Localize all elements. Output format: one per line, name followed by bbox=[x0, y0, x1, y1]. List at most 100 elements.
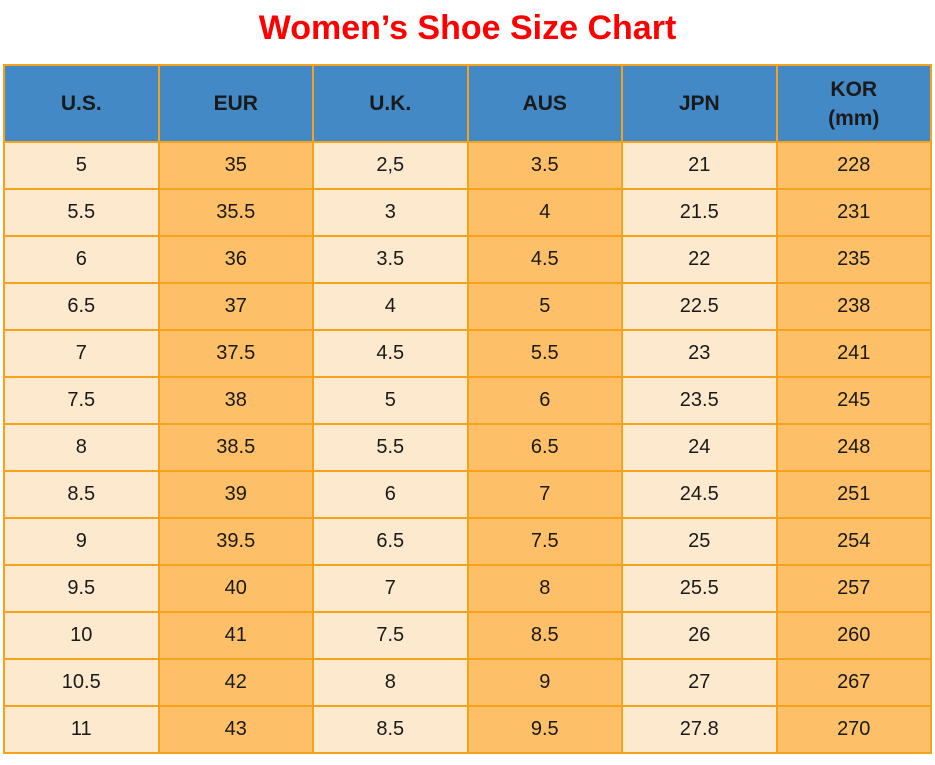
column-header-uk: U.K. bbox=[312, 64, 469, 143]
table-row-3: 6 36 3.5 4.5 22 235 bbox=[3, 235, 932, 284]
shoe-size-table: U.S. EUR U.K. AUS JPN KOR (mm) 5 35 2,5 3.5 21 228 5… bbox=[3, 64, 932, 754]
cell-aus-row9: 7.5 bbox=[466, 517, 623, 566]
cell-us-row11: 10 bbox=[3, 611, 160, 660]
cell-kor-row5: 241 bbox=[775, 329, 932, 378]
cell-kor-row9: 254 bbox=[775, 517, 932, 566]
cell-aus-row4: 5 bbox=[466, 282, 623, 331]
cell-aus-row3: 4.5 bbox=[466, 235, 623, 284]
cell-jpn-row3: 22 bbox=[621, 235, 778, 284]
cell-eur-row12: 42 bbox=[157, 658, 314, 707]
table-row-4: 6.5 37 4 5 22.5 238 bbox=[3, 282, 932, 331]
cell-aus-row2: 4 bbox=[466, 188, 623, 237]
table-row-13: 11 43 8.5 9.5 27.8 270 bbox=[3, 705, 932, 754]
cell-aus-row13: 9.5 bbox=[466, 705, 623, 754]
cell-jpn-row10: 25.5 bbox=[621, 564, 778, 613]
cell-uk-row3: 3.5 bbox=[312, 235, 469, 284]
cell-jpn-row11: 26 bbox=[621, 611, 778, 660]
cell-uk-row9: 6.5 bbox=[312, 517, 469, 566]
cell-kor-row4: 238 bbox=[775, 282, 932, 331]
cell-us-row1: 5 bbox=[3, 141, 160, 190]
cell-kor-row3: 235 bbox=[775, 235, 932, 284]
table-row-1: 5 35 2,5 3.5 21 228 bbox=[3, 141, 932, 190]
cell-aus-row12: 9 bbox=[466, 658, 623, 707]
cell-eur-row1: 35 bbox=[157, 141, 314, 190]
table-row-10: 9.5 40 7 8 25.5 257 bbox=[3, 564, 932, 613]
column-header-kor-line: KOR bbox=[830, 77, 878, 101]
cell-kor-row10: 257 bbox=[775, 564, 932, 613]
column-header-eur-line: EUR bbox=[213, 92, 258, 115]
cell-kor-row13: 270 bbox=[775, 705, 932, 754]
cell-eur-row13: 43 bbox=[157, 705, 314, 754]
cell-kor-row12: 267 bbox=[775, 658, 932, 707]
cell-aus-row8: 7 bbox=[466, 470, 623, 519]
cell-uk-row13: 8.5 bbox=[312, 705, 469, 754]
table-row-5: 7 37.5 4.5 5.5 23 241 bbox=[3, 329, 932, 378]
cell-uk-row11: 7.5 bbox=[312, 611, 469, 660]
table-row-11: 10 41 7.5 8.5 26 260 bbox=[3, 611, 932, 660]
table-header: U.S. EUR U.K. AUS JPN KOR (mm) bbox=[3, 64, 932, 143]
cell-uk-row5: 4.5 bbox=[312, 329, 469, 378]
cell-uk-row10: 7 bbox=[312, 564, 469, 613]
cell-eur-row10: 40 bbox=[157, 564, 314, 613]
cell-us-row13: 11 bbox=[3, 705, 160, 754]
cell-jpn-row6: 23.5 bbox=[621, 376, 778, 425]
cell-eur-row11: 41 bbox=[157, 611, 314, 660]
column-header-kor-line: (mm) bbox=[828, 106, 880, 130]
cell-aus-row7: 6.5 bbox=[466, 423, 623, 472]
cell-us-row2: 5.5 bbox=[3, 188, 160, 237]
cell-aus-row6: 6 bbox=[466, 376, 623, 425]
cell-us-row8: 8.5 bbox=[3, 470, 160, 519]
cell-eur-row9: 39.5 bbox=[157, 517, 314, 566]
cell-eur-row4: 37 bbox=[157, 282, 314, 331]
table-row-6: 7.5 38 5 6 23.5 245 bbox=[3, 376, 932, 425]
cell-eur-row5: 37.5 bbox=[157, 329, 314, 378]
cell-kor-row11: 260 bbox=[775, 611, 932, 660]
cell-jpn-row12: 27 bbox=[621, 658, 778, 707]
cell-us-row6: 7.5 bbox=[3, 376, 160, 425]
cell-jpn-row13: 27.8 bbox=[621, 705, 778, 754]
table-row-12: 10.5 42 8 9 27 267 bbox=[3, 658, 932, 707]
column-header-aus-line: AUS bbox=[522, 92, 567, 115]
column-header-aus: AUS bbox=[466, 64, 623, 143]
cell-aus-row5: 5.5 bbox=[466, 329, 623, 378]
cell-us-row9: 9 bbox=[3, 517, 160, 566]
cell-eur-row3: 36 bbox=[157, 235, 314, 284]
cell-us-row10: 9.5 bbox=[3, 564, 160, 613]
cell-jpn-row5: 23 bbox=[621, 329, 778, 378]
cell-uk-row8: 6 bbox=[312, 470, 469, 519]
cell-kor-row6: 245 bbox=[775, 376, 932, 425]
cell-us-row12: 10.5 bbox=[3, 658, 160, 707]
cell-eur-row2: 35.5 bbox=[157, 188, 314, 237]
column-header-us-line: U.S. bbox=[60, 92, 102, 115]
column-header-jpn-line: JPN bbox=[678, 92, 720, 115]
page-title: Women’s Shoe Size Chart bbox=[258, 9, 677, 47]
column-header-kor: KOR (mm) bbox=[775, 64, 932, 143]
cell-uk-row1: 2,5 bbox=[312, 141, 469, 190]
cell-jpn-row7: 24 bbox=[621, 423, 778, 472]
column-header-jpn: JPN bbox=[621, 64, 778, 143]
cell-jpn-row9: 25 bbox=[621, 517, 778, 566]
cell-jpn-row8: 24.5 bbox=[621, 470, 778, 519]
cell-eur-row7: 38.5 bbox=[157, 423, 314, 472]
cell-kor-row1: 228 bbox=[775, 141, 932, 190]
cell-us-row7: 8 bbox=[3, 423, 160, 472]
table-row-9: 9 39.5 6.5 7.5 25 254 bbox=[3, 517, 932, 566]
cell-us-row5: 7 bbox=[3, 329, 160, 378]
cell-uk-row7: 5.5 bbox=[312, 423, 469, 472]
table-row-7: 8 38.5 5.5 6.5 24 248 bbox=[3, 423, 932, 472]
cell-uk-row4: 4 bbox=[312, 282, 469, 331]
cell-eur-row8: 39 bbox=[157, 470, 314, 519]
cell-uk-row6: 5 bbox=[312, 376, 469, 425]
table-row-2: 5.5 35.5 3 4 21.5 231 bbox=[3, 188, 932, 237]
cell-eur-row6: 38 bbox=[157, 376, 314, 425]
cell-kor-row7: 248 bbox=[775, 423, 932, 472]
cell-uk-row2: 3 bbox=[312, 188, 469, 237]
cell-jpn-row4: 22.5 bbox=[621, 282, 778, 331]
column-header-eur: EUR bbox=[157, 64, 314, 143]
column-header-uk-line: U.K. bbox=[369, 92, 412, 115]
cell-jpn-row1: 21 bbox=[621, 141, 778, 190]
cell-us-row3: 6 bbox=[3, 235, 160, 284]
header-row: U.S. EUR U.K. AUS JPN KOR (mm) bbox=[3, 64, 932, 143]
cell-aus-row10: 8 bbox=[466, 564, 623, 613]
